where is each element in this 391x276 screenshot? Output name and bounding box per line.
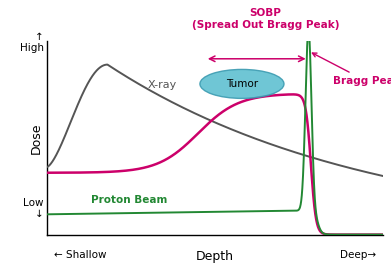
Text: Proton Beam: Proton Beam bbox=[91, 195, 167, 205]
Text: ↑
High: ↑ High bbox=[20, 32, 43, 53]
Text: Deep→: Deep→ bbox=[340, 250, 377, 260]
Text: X-ray: X-ray bbox=[148, 80, 177, 90]
Ellipse shape bbox=[200, 69, 284, 99]
Text: ← Shallow: ← Shallow bbox=[54, 250, 106, 260]
Text: SOBP
(Spread Out Bragg Peak): SOBP (Spread Out Bragg Peak) bbox=[192, 8, 339, 30]
Text: Tumor: Tumor bbox=[226, 79, 258, 89]
Text: Bragg Peak: Bragg Peak bbox=[312, 53, 391, 86]
Text: Depth: Depth bbox=[196, 250, 234, 263]
Y-axis label: Dose: Dose bbox=[30, 122, 43, 154]
Text: Low
↓: Low ↓ bbox=[23, 198, 43, 219]
